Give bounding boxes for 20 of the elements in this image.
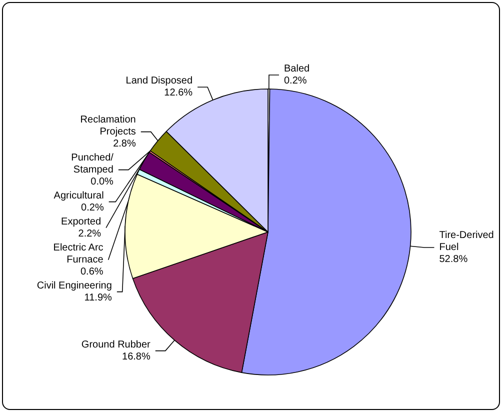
slice-label: Ground Rubber bbox=[81, 339, 152, 350]
legend-label: Punched/ Stamped bbox=[71, 152, 114, 176]
data-label: 11.9% bbox=[84, 292, 112, 304]
slice-label: Land Disposed bbox=[126, 76, 193, 87]
data-label: 0.6% bbox=[80, 266, 104, 278]
data-label: 52.8% bbox=[439, 254, 468, 265]
data-label: 16.8% bbox=[122, 351, 150, 362]
slice-label: Agricultural bbox=[54, 190, 104, 202]
data-label: 12.6% bbox=[164, 88, 193, 99]
slice-label: Tire-Derived Fuel bbox=[439, 230, 494, 253]
slice-label: Baled bbox=[284, 64, 310, 75]
slice-label: Reclamation Projects bbox=[80, 114, 136, 138]
data-label: 2.8% bbox=[113, 138, 136, 150]
text: 0.0% bbox=[90, 176, 114, 188]
slice-label: Electric Arc Furnace bbox=[53, 242, 104, 266]
slice-label: Civil Engineering bbox=[36, 280, 112, 292]
data-label: 0.2% bbox=[284, 76, 307, 87]
data-label: 0.2% bbox=[81, 202, 104, 214]
slice-label: Exported bbox=[61, 216, 102, 228]
data-label: 2.2% bbox=[78, 228, 102, 240]
